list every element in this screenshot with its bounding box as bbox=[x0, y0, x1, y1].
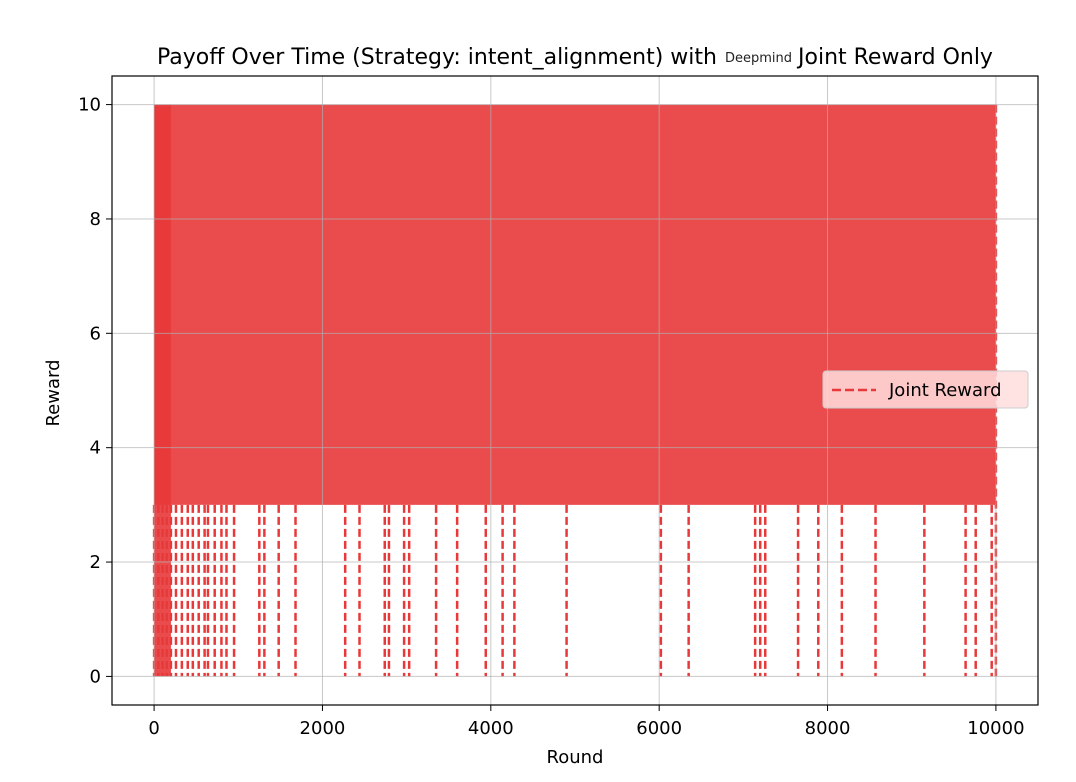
y-tick-label: 10 bbox=[78, 95, 101, 116]
x-tick-label: 4000 bbox=[468, 718, 514, 739]
x-tick-label: 2000 bbox=[300, 718, 346, 739]
tick-layer: 0 2000 4000 6000 8000 10000 0 2 4 6 8 10 bbox=[78, 95, 1024, 739]
plot-frame bbox=[111, 75, 1039, 706]
y-tick-label: 8 bbox=[90, 209, 101, 230]
chart-title-suffix: Joint Reward Only bbox=[796, 45, 993, 70]
y-tick-label: 0 bbox=[90, 666, 101, 687]
data-layer bbox=[152, 104, 998, 677]
y-axis-label: Reward bbox=[43, 359, 64, 426]
deepmind-logo-text: Deepmind bbox=[725, 51, 792, 66]
legend-label-joint-reward: Joint Reward bbox=[888, 380, 1002, 401]
x-axis-label: Round bbox=[547, 747, 604, 768]
y-tick-label: 4 bbox=[90, 438, 101, 459]
legend-box bbox=[822, 370, 1029, 409]
x-tick-label: 10000 bbox=[967, 718, 1024, 739]
x-tick-label: 6000 bbox=[636, 718, 682, 739]
chart-title: Payoff Over Time (Strategy: intent_align… bbox=[157, 45, 993, 70]
reward-band bbox=[154, 104, 996, 505]
x-tick-label: 8000 bbox=[805, 718, 851, 739]
chart-title-prefix: Payoff Over Time (Strategy: intent_align… bbox=[157, 45, 717, 70]
y-tick-label: 6 bbox=[90, 323, 101, 344]
y-tick-label: 2 bbox=[90, 552, 101, 573]
x-tick-label: 0 bbox=[148, 718, 159, 739]
legend: Joint Reward bbox=[822, 370, 1029, 409]
grid-layer bbox=[112, 76, 1038, 705]
